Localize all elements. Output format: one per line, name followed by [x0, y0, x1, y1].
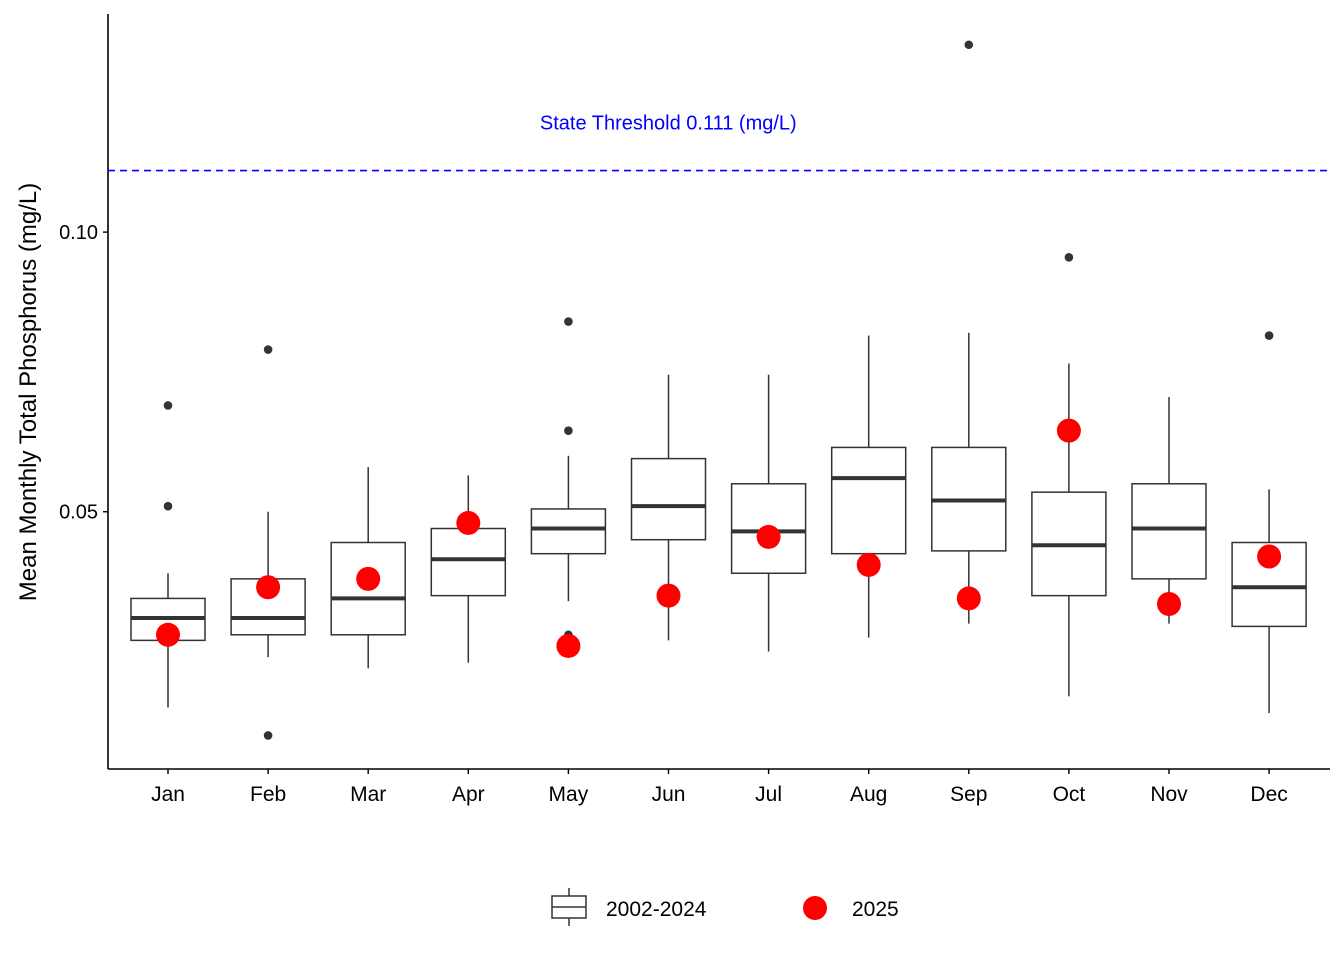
y-axis-label: Mean Monthly Total Phosphorus (mg/L): [15, 183, 42, 601]
point-2025-jul: [756, 524, 781, 549]
axes: [107, 14, 1330, 770]
legend-point-swatch: [803, 896, 827, 920]
threshold-layer: State Threshold 0.111 (mg/L): [108, 113, 1330, 172]
box-iqr: [530, 508, 607, 555]
x-tick-label: Sep: [950, 783, 987, 806]
box-series-2002-2024: [130, 40, 1307, 740]
x-tick-label: May: [549, 783, 589, 806]
box-may: [530, 317, 607, 640]
box-aug: [830, 335, 907, 638]
x-tick-label: Dec: [1250, 783, 1287, 806]
point-2025-sep: [956, 586, 981, 611]
outlier-point: [564, 426, 573, 435]
box-iqr: [630, 457, 707, 541]
point-2025-aug: [856, 552, 881, 577]
x-tick-label: Feb: [250, 783, 286, 806]
point-2025-jan: [156, 622, 180, 647]
point-2025-may: [556, 633, 581, 658]
legend-label-box: 2002-2024: [606, 898, 707, 921]
box-iqr: [1131, 483, 1207, 580]
box-dec: [1231, 331, 1307, 714]
x-tick-label: Apr: [452, 783, 485, 806]
legend-item-point: 2025: [803, 896, 899, 921]
x-tick-label: Nov: [1150, 783, 1188, 806]
y-ticks: 0.05 0.10: [59, 222, 108, 524]
outlier-point: [564, 317, 573, 326]
box-iqr: [330, 541, 406, 636]
box-sep: [931, 40, 1007, 624]
point-2025-jun: [656, 583, 681, 608]
x-tick-label: Aug: [850, 783, 887, 806]
box-iqr: [830, 446, 907, 555]
y-tick-label: 0.10: [59, 222, 98, 244]
legend-label-point: 2025: [852, 898, 899, 921]
point-2025-apr: [456, 510, 481, 535]
outlier-point: [263, 345, 273, 354]
point-2025-oct: [1056, 418, 1081, 443]
outlier-point: [263, 731, 273, 740]
box-jan: [130, 401, 206, 708]
box-mar: [330, 467, 406, 669]
outlier-point: [1264, 331, 1274, 340]
box-jun: [630, 374, 707, 641]
x-tick-label: Oct: [1053, 783, 1086, 806]
legend-item-box: 2002-2024: [551, 888, 707, 926]
x-tick-label: Jun: [652, 783, 686, 806]
point-2025-mar: [356, 566, 381, 591]
box-apr: [430, 475, 507, 663]
y-tick-label: 0.05: [59, 502, 98, 524]
legend: 2002-2024 2025: [551, 888, 899, 926]
outlier-point: [163, 501, 173, 511]
point-2025-nov: [1157, 592, 1181, 617]
point-series-2025: [156, 418, 1282, 658]
point-2025-feb: [256, 575, 281, 600]
x-tick-label: Jul: [755, 783, 782, 806]
box-oct: [1031, 252, 1107, 697]
x-ticks: Jan Feb Mar Apr May Jun Jul Aug Sep Oct Nov Dec: [151, 769, 1288, 806]
x-tick-label: Jan: [151, 783, 185, 806]
box-jul: [730, 374, 807, 652]
outlier-point: [1064, 252, 1074, 262]
point-2025-dec: [1257, 544, 1282, 569]
outlier-point: [163, 401, 173, 410]
box-iqr: [430, 527, 507, 597]
box-nov: [1131, 397, 1207, 624]
x-tick-label: Mar: [350, 783, 386, 806]
threshold-label: State Threshold 0.111 (mg/L): [540, 113, 797, 135]
box-feb: [230, 345, 306, 740]
outlier-point: [964, 40, 974, 50]
